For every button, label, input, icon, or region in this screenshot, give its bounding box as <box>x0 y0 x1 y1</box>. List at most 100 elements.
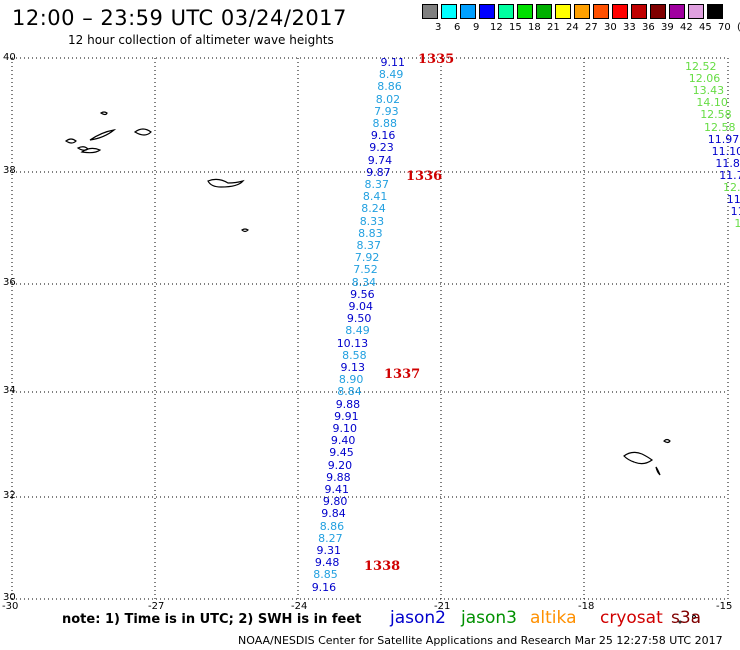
island-santa-maria <box>241 228 249 233</box>
orbit-number-label: 1337 <box>384 367 421 382</box>
wave-height-value: 8.41 <box>362 190 388 204</box>
color-scale-label: 21 <box>547 22 560 33</box>
wave-height-value: 9.48 <box>314 556 340 570</box>
wave-height-value: 9.88 <box>326 470 351 484</box>
color-scale-label: 6 <box>454 22 461 33</box>
island-flores <box>99 111 108 116</box>
color-scale-label: 15 <box>509 22 522 33</box>
orbit-number-label: 1336 <box>406 169 443 184</box>
madeira-islands <box>623 438 671 476</box>
color-swatch <box>593 4 609 19</box>
color-scale-label: 42 <box>680 22 693 33</box>
color-scale-label: 70 <box>718 22 731 33</box>
color-swatch <box>536 4 552 19</box>
color-swatch <box>422 4 438 19</box>
color-scale-label: 9 <box>473 22 480 33</box>
island-pico <box>80 147 102 154</box>
wave-height-value: 10.13 <box>336 336 369 350</box>
legend-s3a: s3a <box>671 608 702 628</box>
wave-height-value: 11.80 <box>715 156 740 170</box>
lat-label: 40 <box>3 52 16 63</box>
color-scale-label: 36 <box>642 22 655 33</box>
wave-height-value: 11.10 <box>711 144 740 158</box>
color-swatch <box>612 4 628 19</box>
wave-height-value: 13.43 <box>692 84 725 98</box>
wave-height-value: 9.74 <box>367 153 393 167</box>
color-scale-label: 12 <box>490 22 503 33</box>
wave-height-value: 8.27 <box>318 531 343 545</box>
color-swatch <box>479 4 495 19</box>
color-swatch <box>669 4 685 19</box>
color-swatch <box>441 4 457 19</box>
wave-height-value: 8.37 <box>356 239 382 252</box>
wave-height-value: 8.85 <box>313 568 338 582</box>
island-porto-santo <box>663 438 671 444</box>
wave-height-value: 12. <box>723 181 740 194</box>
wave-height-value: 8.84 <box>337 385 362 399</box>
island-terceira <box>133 128 152 136</box>
wave-height-value: 14.10 <box>696 96 728 110</box>
wave-height-value: 12.06 <box>688 72 721 86</box>
lat-label: 38 <box>3 165 16 176</box>
wave-height-value: 9.45 <box>329 446 354 460</box>
wave-height-value: 9.23 <box>369 141 394 155</box>
wave-height-value: 9.80 <box>322 495 348 509</box>
color-scale-label: 30 <box>604 22 617 33</box>
island-sao-miguel <box>207 178 245 188</box>
color-scale-label: (ft) <box>737 22 740 33</box>
lon-label: -24 <box>291 601 308 612</box>
color-scale-label: 33 <box>623 22 636 33</box>
color-swatch <box>555 4 571 19</box>
color-scale-label: 45 <box>699 22 712 33</box>
orbit-number-label: 1338 <box>364 559 401 574</box>
wave-height-value: 8.02 <box>375 92 401 106</box>
color-scale-label: 18 <box>528 22 541 33</box>
lon-label: -30 <box>2 601 19 612</box>
wave-height-value: 9.50 <box>346 312 372 326</box>
legend-jason3: jason3 <box>461 608 517 628</box>
wave-height-value: 11.97 <box>707 132 740 146</box>
lon-label: -15 <box>716 601 733 612</box>
footer-credit: NOAA/NESDIS Center for Satellite Applica… <box>238 634 723 647</box>
wave-height-value: 9.84 <box>321 507 346 521</box>
wave-height-value: 1 <box>734 217 740 231</box>
color-swatch <box>460 4 476 19</box>
wave-height-value: 11.7 <box>719 168 740 182</box>
color-swatch <box>631 4 647 19</box>
wave-height-value: 9.04 <box>348 300 374 313</box>
wave-height-value: 8.90 <box>338 373 364 387</box>
color-swatch <box>650 4 666 19</box>
orbit-number-label: 1335 <box>418 52 455 67</box>
wave-height-value: 8.33 <box>359 214 385 228</box>
wave-height-value: 8.49 <box>345 324 370 338</box>
wave-height-value: 8.86 <box>377 80 402 94</box>
wave-height-value: 9.31 <box>316 544 342 557</box>
wave-height-value: 11. <box>726 193 740 207</box>
color-swatch <box>498 4 514 19</box>
wave-height-value: 9.16 <box>311 580 337 594</box>
wave-height-value: 9.10 <box>332 422 358 435</box>
wave-height-value: 7.93 <box>374 104 399 118</box>
wave-height-value: 12.58 <box>704 120 736 134</box>
color-swatch <box>517 4 533 19</box>
island-madeira <box>623 451 654 465</box>
lat-lon-grid <box>11 57 729 600</box>
selvagens-islands <box>678 615 696 624</box>
island-selvagem-pequena <box>678 620 682 624</box>
color-scale-label: 39 <box>661 22 674 33</box>
legend-jason2: jason2 <box>390 608 446 628</box>
wave-height-value: 8.86 <box>319 519 345 533</box>
map-subtitle: 12 hour collection of altimeter wave hei… <box>68 33 334 47</box>
color-scale-label: 3 <box>435 22 442 33</box>
lat-label: 32 <box>3 490 16 501</box>
island-selvagem-grande <box>692 615 696 619</box>
island-sao-jorge <box>89 129 117 141</box>
island-desertas <box>655 466 661 476</box>
island-corvo <box>64 138 77 144</box>
wave-height-value: 9.91 <box>334 409 359 423</box>
wave-height-value: 7.92 <box>354 251 380 265</box>
wave-height-value: 8.24 <box>361 202 386 216</box>
map-title: 12:00 – 23:59 UTC 03/24/2017 <box>12 6 347 30</box>
wave-height-value: 8.49 <box>378 68 404 82</box>
wave-height-value: 8.34 <box>351 275 377 289</box>
